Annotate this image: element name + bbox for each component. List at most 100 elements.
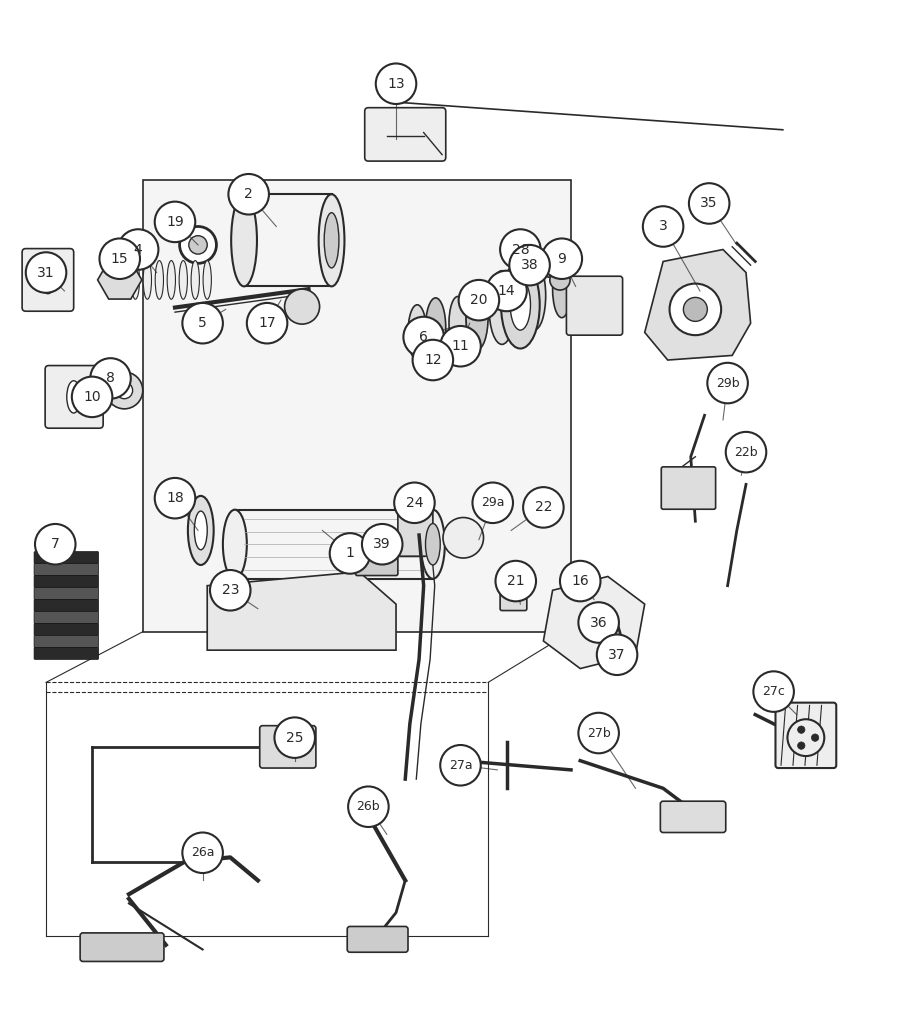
Circle shape xyxy=(394,482,435,523)
Circle shape xyxy=(348,786,389,827)
Circle shape xyxy=(106,372,143,409)
Circle shape xyxy=(459,280,499,321)
Circle shape xyxy=(330,534,370,573)
Ellipse shape xyxy=(319,195,344,287)
FancyBboxPatch shape xyxy=(34,647,99,659)
Text: 36: 36 xyxy=(589,615,608,630)
FancyBboxPatch shape xyxy=(80,933,164,962)
Circle shape xyxy=(560,561,600,601)
Ellipse shape xyxy=(194,511,207,550)
Text: 14: 14 xyxy=(497,284,516,298)
Circle shape xyxy=(26,252,66,293)
FancyBboxPatch shape xyxy=(356,544,398,575)
Text: 11: 11 xyxy=(451,339,470,353)
Circle shape xyxy=(440,745,481,785)
FancyBboxPatch shape xyxy=(34,563,99,575)
Circle shape xyxy=(597,635,637,675)
Circle shape xyxy=(689,183,729,223)
Circle shape xyxy=(578,602,619,643)
FancyBboxPatch shape xyxy=(45,366,103,428)
Text: 37: 37 xyxy=(608,648,626,662)
Circle shape xyxy=(35,524,76,564)
Ellipse shape xyxy=(223,510,247,579)
Ellipse shape xyxy=(787,719,824,756)
FancyBboxPatch shape xyxy=(34,624,99,636)
Text: 6: 6 xyxy=(419,330,428,344)
Text: 26b: 26b xyxy=(356,800,380,813)
Circle shape xyxy=(500,229,541,269)
Text: 23: 23 xyxy=(221,584,239,597)
Polygon shape xyxy=(207,571,396,650)
Text: 20: 20 xyxy=(470,293,488,307)
Ellipse shape xyxy=(66,381,81,413)
Text: 15: 15 xyxy=(111,252,129,265)
Text: 21: 21 xyxy=(507,574,525,588)
Circle shape xyxy=(182,303,223,343)
Ellipse shape xyxy=(144,260,151,299)
FancyBboxPatch shape xyxy=(22,249,74,311)
Circle shape xyxy=(495,561,536,601)
Circle shape xyxy=(90,358,131,398)
Text: 9: 9 xyxy=(557,252,566,265)
Ellipse shape xyxy=(188,496,214,565)
FancyBboxPatch shape xyxy=(34,599,99,611)
Text: 8: 8 xyxy=(106,372,115,385)
Text: 7: 7 xyxy=(51,538,60,551)
Circle shape xyxy=(210,570,251,610)
Ellipse shape xyxy=(466,284,488,350)
Ellipse shape xyxy=(192,260,199,299)
Text: 27b: 27b xyxy=(587,727,611,739)
Circle shape xyxy=(707,362,748,403)
Circle shape xyxy=(155,478,195,518)
Circle shape xyxy=(578,713,619,754)
Text: 22: 22 xyxy=(534,501,553,514)
Circle shape xyxy=(189,236,207,254)
Circle shape xyxy=(542,239,582,279)
Text: 12: 12 xyxy=(424,353,442,367)
Text: 25: 25 xyxy=(286,731,304,744)
Circle shape xyxy=(440,326,481,367)
FancyBboxPatch shape xyxy=(34,588,99,599)
Circle shape xyxy=(643,206,683,247)
Circle shape xyxy=(523,487,564,527)
Ellipse shape xyxy=(510,280,530,330)
FancyBboxPatch shape xyxy=(500,570,527,610)
Ellipse shape xyxy=(131,260,139,299)
Circle shape xyxy=(274,718,315,758)
Text: 13: 13 xyxy=(387,77,405,91)
Text: 17: 17 xyxy=(258,316,276,330)
FancyBboxPatch shape xyxy=(566,276,623,335)
FancyBboxPatch shape xyxy=(34,552,99,563)
Circle shape xyxy=(550,269,570,290)
FancyBboxPatch shape xyxy=(660,801,726,833)
Ellipse shape xyxy=(155,260,163,299)
Ellipse shape xyxy=(168,260,175,299)
FancyBboxPatch shape xyxy=(398,505,433,556)
Circle shape xyxy=(811,734,819,741)
Circle shape xyxy=(155,202,195,242)
Circle shape xyxy=(118,229,158,269)
Ellipse shape xyxy=(449,297,467,350)
Text: 38: 38 xyxy=(520,258,539,272)
Text: 19: 19 xyxy=(166,215,184,229)
Text: 10: 10 xyxy=(83,390,101,403)
Text: 28: 28 xyxy=(511,243,530,257)
FancyBboxPatch shape xyxy=(365,108,446,161)
Ellipse shape xyxy=(489,270,515,344)
Circle shape xyxy=(403,316,444,357)
Ellipse shape xyxy=(553,260,571,317)
Text: 24: 24 xyxy=(405,496,424,510)
Circle shape xyxy=(443,517,484,558)
Polygon shape xyxy=(143,180,571,632)
Polygon shape xyxy=(645,250,751,360)
Polygon shape xyxy=(543,577,645,669)
Ellipse shape xyxy=(426,523,440,565)
FancyBboxPatch shape xyxy=(260,726,316,768)
Text: 18: 18 xyxy=(166,492,184,505)
Text: 5: 5 xyxy=(198,316,207,330)
Circle shape xyxy=(72,377,112,417)
Circle shape xyxy=(538,253,562,278)
Circle shape xyxy=(247,303,287,343)
Ellipse shape xyxy=(426,298,446,357)
Circle shape xyxy=(472,482,513,523)
